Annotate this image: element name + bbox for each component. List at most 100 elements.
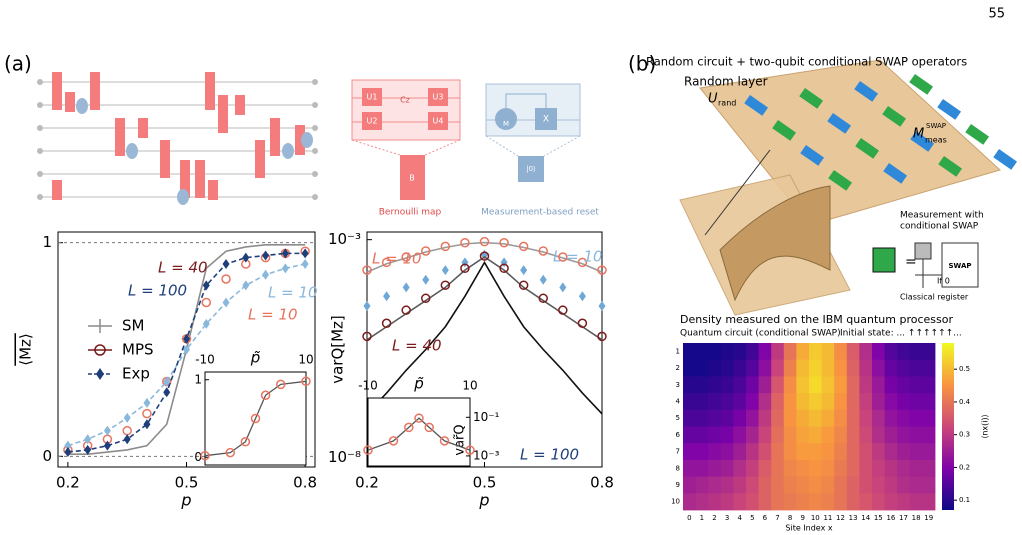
- inset-y-tick-label: 1: [194, 372, 202, 386]
- heatmap-cell: [922, 459, 936, 477]
- y-tick-label: 0: [42, 447, 52, 465]
- heatmap-cell: [733, 359, 747, 377]
- x-tick-label: 19: [924, 514, 933, 522]
- data-point: [558, 252, 568, 262]
- legend-marker: [94, 344, 106, 356]
- heatmap-cell: [783, 409, 797, 427]
- heatmap-cell: [872, 426, 885, 444]
- heatmap-cell: [796, 426, 810, 444]
- measurement: [282, 143, 294, 159]
- heatmap-cell: [859, 493, 873, 511]
- heatmap-cell: [884, 426, 898, 444]
- heatmap-cell: [783, 376, 797, 394]
- heatmap-cell: [746, 476, 759, 494]
- inset-point: [363, 445, 373, 455]
- heatmap-cell: [720, 493, 734, 511]
- x-tick-label: 0.2: [355, 474, 379, 492]
- data-point: [281, 248, 289, 259]
- heatmap-cell: [683, 459, 696, 477]
- x-tick-label: 6: [763, 514, 768, 522]
- data-point: [301, 259, 309, 270]
- heatmap-cell: [834, 376, 848, 394]
- heatmap-cell: [733, 426, 747, 444]
- heatmap-cell: [834, 393, 848, 411]
- board-gate: [828, 170, 853, 191]
- heatmap-cell: [809, 493, 822, 511]
- heatmap-cell: [746, 443, 759, 461]
- data-point: [262, 269, 270, 280]
- heatmap-cell: [884, 493, 898, 511]
- inset-point: [225, 447, 235, 458]
- heatmap-cell: [796, 409, 810, 427]
- heatmap-cell: [846, 409, 860, 427]
- heatmap-cell: [708, 476, 722, 494]
- annotation: L = 10: [553, 248, 603, 266]
- data-point: [402, 282, 410, 293]
- board-gate: [855, 138, 880, 159]
- heatmap-cell: [783, 476, 797, 494]
- heatmap-cell: [771, 409, 785, 427]
- y-axis-label: ⟨Mz⟩: [17, 333, 35, 366]
- inset-x-tick-label: -10: [195, 353, 215, 367]
- heatmap-cell: [859, 459, 873, 477]
- caption: Measurement-based reset: [481, 208, 599, 218]
- heatmap-cell: [720, 359, 734, 377]
- data-point: [262, 250, 270, 261]
- heatmap-cell: [783, 393, 797, 411]
- heatmap-cell: [909, 426, 923, 444]
- data-point: [122, 425, 132, 436]
- x-tick-label: 5: [750, 514, 754, 522]
- heatmap-cell: [859, 426, 873, 444]
- u-sub: rand: [718, 99, 736, 108]
- data-point: [520, 265, 528, 276]
- heatmap-cell: [758, 409, 772, 427]
- heatmap-cell: [846, 376, 860, 394]
- gate: [205, 72, 215, 110]
- board-gate: [772, 119, 797, 141]
- heatmap-cell: [859, 376, 873, 394]
- y-tick-label: 1: [676, 347, 680, 355]
- y-axis-label: varQ[Mz]: [329, 315, 347, 384]
- data-point: [222, 259, 230, 270]
- wire-end: [37, 102, 43, 108]
- data-point: [460, 263, 470, 274]
- data-point: [183, 333, 190, 344]
- heatmap-cell: [872, 443, 885, 461]
- page-number: 55: [988, 7, 1005, 22]
- colorbar-label: ⟨nx(i)⟩: [981, 414, 990, 439]
- inset-line: [367, 417, 471, 451]
- data-point: [242, 280, 250, 291]
- heatmap-cell: [859, 359, 873, 377]
- inset-point: [404, 422, 414, 433]
- inset-point: [260, 390, 271, 400]
- data-point: [123, 412, 131, 423]
- panel-label: (b): [628, 52, 656, 76]
- wire-end: [37, 194, 43, 200]
- data-point: [103, 440, 111, 451]
- heatmap-cell: [720, 343, 734, 361]
- heatmap-cell: [683, 493, 696, 511]
- data-point: [123, 434, 131, 445]
- heatmap-cell: [708, 343, 722, 361]
- heatmap-cell: [783, 443, 797, 461]
- heatmap-cell: [897, 376, 911, 394]
- heatmap-cell: [683, 343, 696, 361]
- x-tick-label: 0.5: [175, 474, 199, 492]
- y-tick-label: 10⁻⁸: [328, 448, 361, 466]
- heatmap-cell: [897, 393, 911, 411]
- inset-y-tick-label: 0: [194, 450, 202, 464]
- colorbar-tick-label: 0.1: [959, 496, 970, 504]
- heatmap-cell: [897, 443, 911, 461]
- inset-x-label: p̃: [250, 349, 261, 367]
- heatmap-cell: [708, 493, 722, 511]
- heatmap-cell: [695, 376, 709, 394]
- heatmap-cell: [846, 443, 860, 461]
- gate-label: U4: [433, 117, 444, 126]
- circuit-diagram: [37, 72, 318, 205]
- gate: [90, 72, 100, 110]
- data-point: [242, 252, 250, 263]
- gate: [195, 160, 205, 198]
- x-tick-label: 1: [700, 514, 704, 522]
